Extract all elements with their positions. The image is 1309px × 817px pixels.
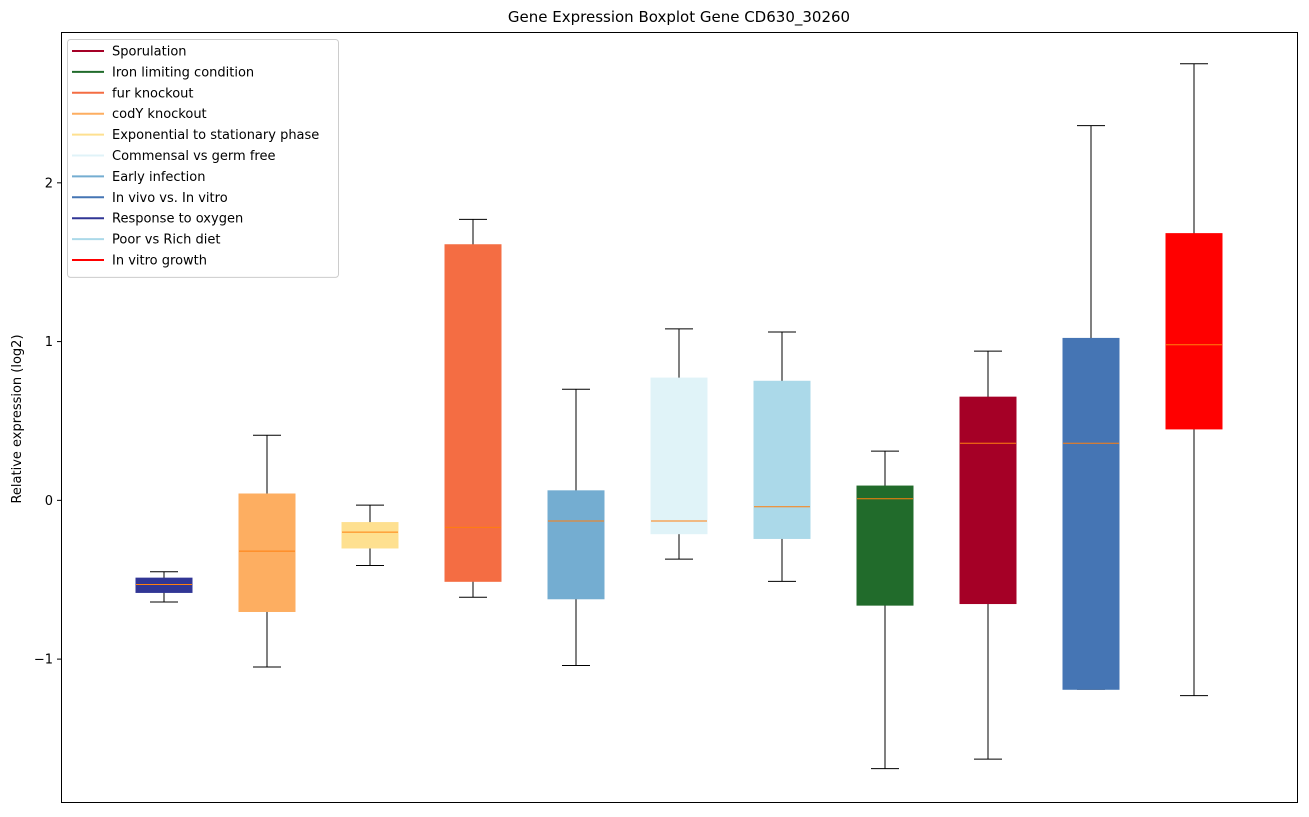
legend-label: Poor vs Rich diet: [112, 233, 220, 248]
legend-label: Response to oxygen: [112, 212, 243, 227]
box-iqr: [1062, 337, 1120, 690]
box-iqr: [238, 493, 296, 612]
legend-entry: In vivo vs. In vitro: [72, 191, 228, 206]
legend-label: Early infection: [112, 170, 205, 185]
box-group: [341, 504, 399, 566]
legend: Sporulation Iron limiting condition fur kn…: [67, 39, 339, 278]
y-tick-label: 0: [45, 494, 53, 509]
box-iqr: [959, 396, 1017, 605]
box-iqr: [856, 485, 914, 606]
box-iqr: [444, 244, 502, 582]
legend-entry: Iron limiting condition: [72, 65, 254, 80]
legend-label: fur knockout: [112, 86, 194, 101]
legend-entry: Commensal vs germ free: [72, 149, 275, 164]
box-iqr: [753, 380, 811, 539]
box-group: [547, 388, 605, 666]
box-group: [135, 571, 193, 603]
box-group: [650, 328, 708, 560]
legend-entry: Exponential to stationary phase: [72, 128, 319, 143]
box-group: [444, 218, 502, 598]
box-group: [959, 350, 1017, 760]
legend-label: In vivo vs. In vitro: [112, 191, 228, 206]
box-iqr: [341, 522, 399, 549]
box-iqr: [1165, 233, 1223, 430]
box-group: [753, 331, 811, 582]
box-group: [238, 434, 296, 668]
legend-label: Iron limiting condition: [112, 65, 254, 80]
y-tick-label: 1: [45, 335, 53, 350]
box-iqr: [650, 377, 708, 535]
boxes-layer: [135, 63, 1223, 770]
plot-frame: [61, 32, 1298, 803]
axes-layer: −1 0 1 2: [34, 32, 1298, 803]
box-group: [1062, 125, 1120, 690]
legend-frame: [67, 39, 339, 278]
legend-entry: Early infection: [72, 170, 205, 185]
box-iqr: [547, 490, 605, 600]
chart-title: Gene Expression Boxplot Gene CD630_30260: [508, 8, 850, 27]
legend-entry: In vitro growth: [72, 254, 207, 269]
legend-label: Commensal vs germ free: [112, 149, 275, 164]
legend-entry: Poor vs Rich diet: [72, 233, 220, 248]
box-group: [1165, 63, 1223, 697]
legend-label: Sporulation: [112, 45, 187, 60]
box-group: [856, 450, 914, 770]
y-axis-label: Relative expression (log2): [10, 334, 25, 503]
legend-entry: Sporulation: [72, 45, 187, 60]
box-iqr: [135, 577, 193, 593]
y-tick-label: −1: [34, 653, 53, 668]
legend-entry: fur knockout: [72, 86, 194, 101]
legend-entry: Response to oxygen: [72, 212, 243, 227]
legend-label: In vitro growth: [112, 254, 207, 269]
legend-label: Exponential to stationary phase: [112, 128, 319, 143]
legend-entry: codY knockout: [72, 107, 207, 122]
y-tick-label: 2: [45, 176, 53, 191]
legend-label: codY knockout: [112, 107, 207, 122]
